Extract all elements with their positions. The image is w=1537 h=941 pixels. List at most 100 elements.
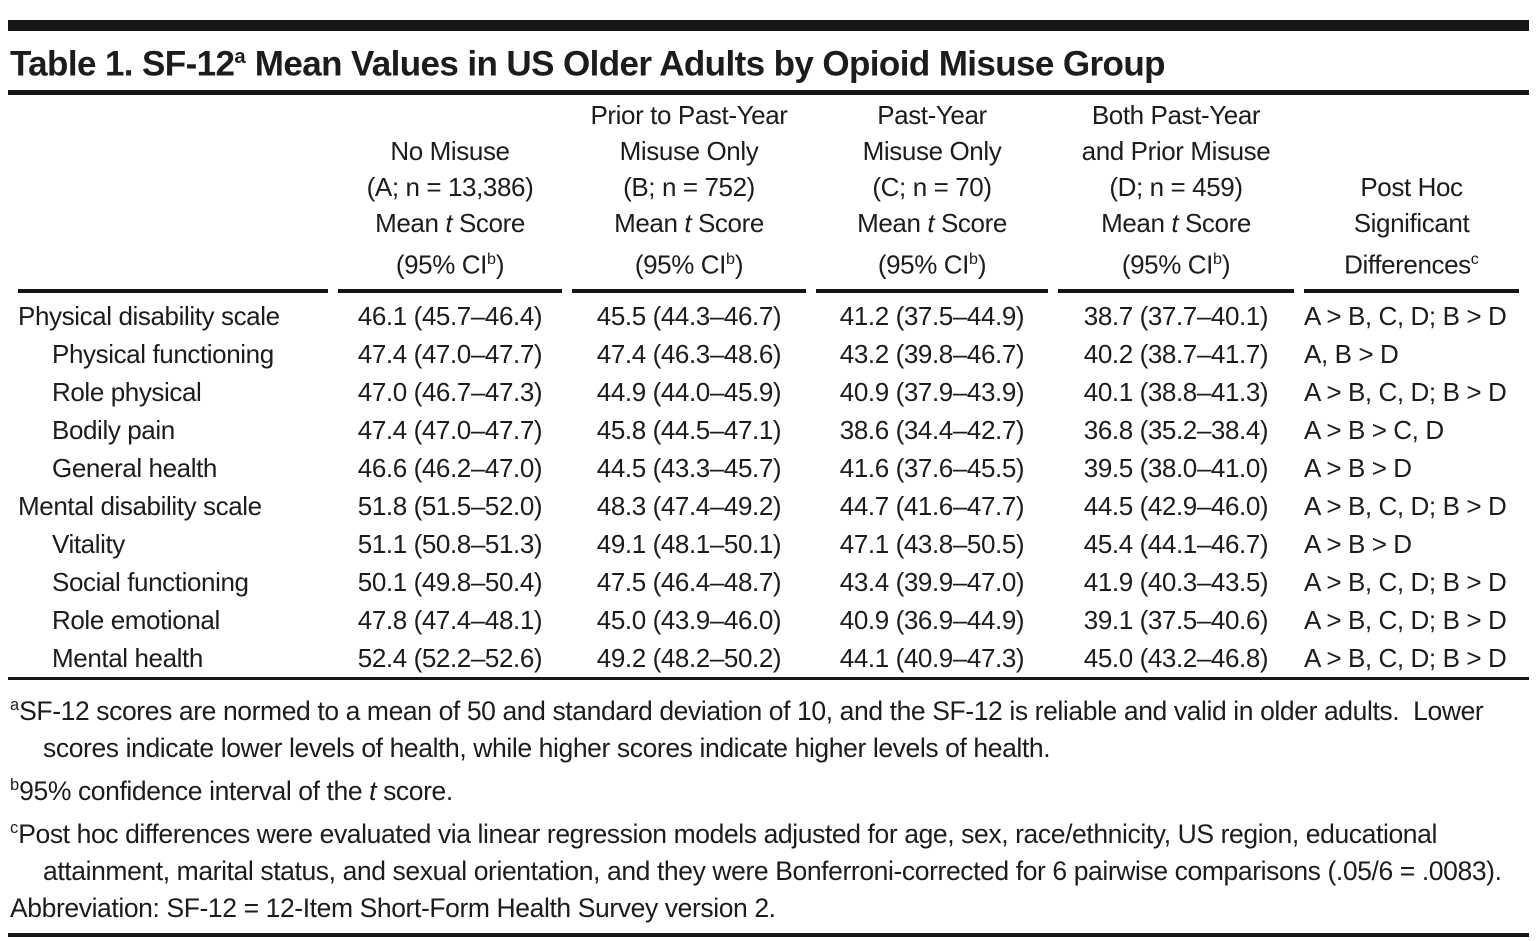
mean-post: Score: [452, 207, 525, 238]
header-mean-line: Mean t Score: [572, 205, 806, 241]
row-label: Mental disability scale: [18, 491, 262, 522]
footnote-b-italic-t: t: [369, 775, 377, 806]
mean-post: Score: [1178, 207, 1251, 238]
posthoc-value: A > B, C, D; B > D: [1304, 491, 1507, 522]
ci-post: ): [977, 249, 987, 280]
posthoc-value: A > B > D: [1304, 453, 1412, 484]
posthoc-value: A > B, C, D; B > D: [1304, 301, 1507, 332]
column-header-prior-misuse-only: Prior to Past-Year Misuse Only (B; n = 7…: [572, 95, 806, 294]
mean-ci-value: 47.5 (46.4–48.7): [596, 567, 782, 598]
header-n-line: (C; n = 70): [872, 171, 992, 202]
mean-ci-value: 47.4 (46.3–48.6): [596, 339, 782, 370]
posthoc-value: A > B > D: [1304, 529, 1412, 560]
mean-ci-value: 43.4 (39.9–47.0): [839, 567, 1025, 598]
header-group-line: Past-Year: [877, 99, 987, 130]
table-title-footnote-marker: a: [234, 46, 246, 68]
row-label: Vitality: [52, 529, 125, 560]
sf12-table: No Misuse (A; n = 13,386) Mean t Score (…: [8, 95, 1529, 681]
footnote-b: b95% confidence interval of the t score.: [10, 767, 1527, 810]
posthoc-value: A, B > D: [1304, 339, 1399, 370]
header-mean-line: Mean t Score: [1058, 205, 1294, 241]
mean-italic-t: t: [927, 207, 935, 238]
mean-pre: Mean: [857, 207, 928, 238]
mean-pre: Mean: [375, 207, 446, 238]
mean-ci-value: 47.0 (46.7–47.3): [357, 377, 543, 408]
header-ci-line: (95% CIb): [572, 241, 806, 283]
row-label: Social functioning: [52, 567, 249, 598]
mean-ci-value: 44.5 (42.9–46.0): [1083, 491, 1269, 522]
mean-ci-value: 38.6 (34.4–42.7): [839, 415, 1025, 446]
table-title: Table 1. SF-12a Mean Values in US Older …: [10, 36, 1529, 86]
table-row: Social functioning 50.1 (49.8–50.4) 47.5 (…: [18, 563, 1519, 601]
table-row: Role physical 47.0 (46.7–47.3) 44.9 (44.0–…: [18, 373, 1519, 411]
mean-ci-value: 44.1 (40.9–47.3): [839, 643, 1025, 674]
mean-ci-value: 39.1 (37.5–40.6): [1083, 605, 1269, 636]
posthoc-value: A > B, C, D; B > D: [1304, 567, 1507, 598]
footnote-c-marker: c: [10, 818, 19, 837]
table-title-pre: Table 1. SF-12: [10, 44, 235, 84]
posthoc-header-line: Differencesc: [1304, 241, 1519, 283]
mean-pre: Mean: [1101, 207, 1172, 238]
mean-ci-value: 40.1 (38.8–41.3): [1083, 377, 1269, 408]
mean-pre: Mean: [614, 207, 685, 238]
mean-ci-value: 45.0 (43.9–46.0): [596, 605, 782, 636]
column-header-measure: [18, 95, 328, 294]
mean-ci-value: 49.2 (48.2–50.2): [596, 643, 782, 674]
mean-ci-value: 40.9 (36.9–44.9): [839, 605, 1025, 636]
footnote-b-post: score.: [376, 775, 453, 806]
posthoc-value: A > B > C, D: [1304, 415, 1444, 446]
row-label: Physical disability scale: [18, 301, 280, 332]
header-group-line: Both Past-Year: [1091, 99, 1261, 130]
mean-ci-value: 51.1 (50.8–51.3): [357, 529, 543, 560]
header-ci-line: (95% CIb): [1058, 241, 1294, 283]
header-group-line: Misuse Only: [619, 135, 759, 166]
posthoc-value: A > B, C, D; B > D: [1304, 377, 1507, 408]
column-header-both-misuse: Both Past-Year and Prior Misuse (D; n = …: [1058, 95, 1294, 294]
row-label: Physical functioning: [52, 339, 274, 370]
header-group-line: and Prior Misuse: [1081, 135, 1271, 166]
footnote-b-pre: 95% confidence interval of the: [19, 775, 370, 806]
mean-ci-value: 45.4 (44.1–46.7): [1083, 529, 1269, 560]
mean-ci-value: 52.4 (52.2–52.6): [357, 643, 543, 674]
footnote-b-marker: b: [10, 776, 20, 795]
posthoc-header-line: Significant: [1353, 207, 1470, 238]
header-n-line: (B; n = 752): [623, 171, 755, 202]
ci-footnote-marker: b: [968, 249, 978, 268]
mean-ci-value: 46.6 (46.2–47.0): [357, 453, 543, 484]
bottom-rule: [8, 932, 1529, 937]
footnote-c: cPost hoc differences were evaluated via…: [10, 810, 1527, 890]
ci-post: ): [495, 249, 505, 280]
mean-ci-value: 45.8 (44.5–47.1): [596, 415, 782, 446]
ci-footnote-marker: b: [725, 249, 735, 268]
posthoc-value: A > B, C, D; B > D: [1304, 643, 1507, 674]
footnotes: aSF-12 scores are normed to a mean of 50…: [8, 680, 1529, 926]
column-header-past-year-misuse-only: Past-Year Misuse Only (C; n = 70) Mean t…: [816, 95, 1048, 294]
column-header-no-misuse: No Misuse (A; n = 13,386) Mean t Score (…: [338, 95, 562, 294]
mean-ci-value: 44.7 (41.6–47.7): [839, 491, 1025, 522]
table-row: Bodily pain 47.4 (47.0–47.7) 45.8 (44.5–47…: [18, 411, 1519, 449]
mean-ci-value: 47.4 (47.0–47.7): [357, 339, 543, 370]
mean-ci-value: 36.8 (35.2–38.4): [1083, 415, 1269, 446]
posthoc-value: A > B, C, D; B > D: [1304, 605, 1507, 636]
abbreviation-note: Abbreviation: SF-12 = 12-Item Short-Form…: [10, 892, 776, 923]
mean-ci-value: 41.9 (40.3–43.5): [1083, 567, 1269, 598]
mean-ci-value: 40.9 (37.9–43.9): [839, 377, 1025, 408]
header-ci-line: (95% CIb): [816, 241, 1048, 283]
header-group-line: Misuse Only: [862, 135, 1002, 166]
mean-ci-value: 50.1 (49.8–50.4): [357, 567, 543, 598]
title-rule: [8, 89, 1529, 95]
row-label: General health: [52, 453, 217, 484]
header-row: No Misuse (A; n = 13,386) Mean t Score (…: [18, 95, 1519, 294]
footnote-a-marker: a: [10, 696, 20, 715]
ci-post: ): [734, 249, 744, 280]
header-n-line: (D; n = 459): [1109, 171, 1243, 202]
table-row: Mental disability scale 51.8 (51.5–52.0) 4…: [18, 487, 1519, 525]
ci-footnote-marker: b: [486, 249, 496, 268]
row-label: Role physical: [52, 377, 202, 408]
mean-post: Score: [691, 207, 764, 238]
table-header: No Misuse (A; n = 13,386) Mean t Score (…: [18, 95, 1519, 294]
ci-post: ): [1221, 249, 1231, 280]
posthoc-footnote-marker: c: [1470, 249, 1479, 268]
mean-ci-value: 46.1 (45.7–46.4): [357, 301, 543, 332]
